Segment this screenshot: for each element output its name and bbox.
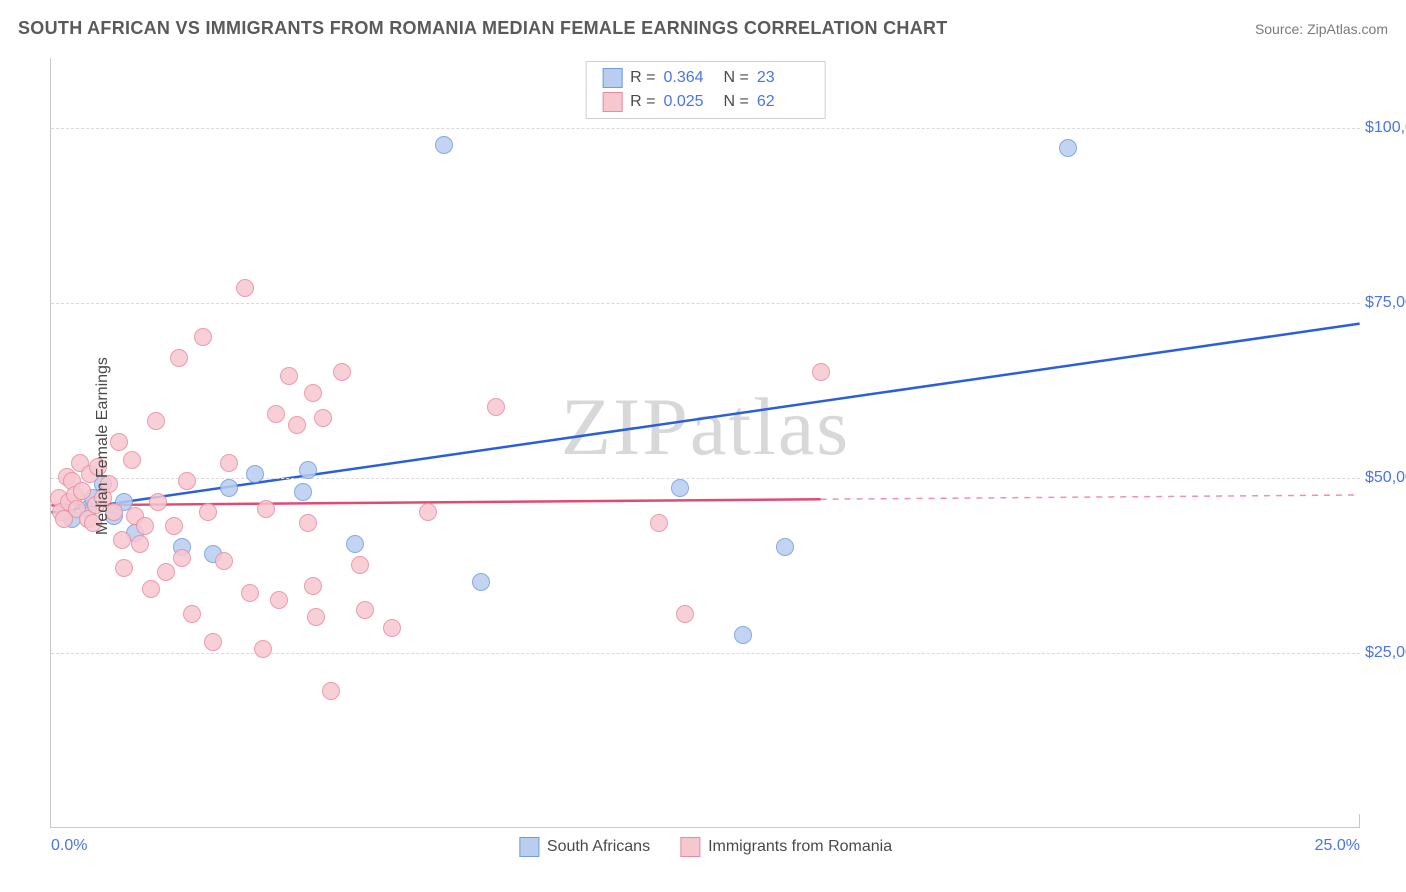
data-point	[131, 535, 149, 553]
data-point	[254, 640, 272, 658]
data-point	[650, 514, 668, 532]
x-tick-label: 25.0%	[1315, 837, 1360, 855]
regression-line-dashed	[821, 495, 1360, 499]
data-point	[776, 538, 794, 556]
legend-label: Immigrants from Romania	[708, 838, 892, 856]
data-point	[142, 580, 160, 598]
data-point	[220, 479, 238, 497]
data-point	[113, 531, 131, 549]
chart-title: SOUTH AFRICAN VS IMMIGRANTS FROM ROMANIA…	[18, 18, 948, 39]
data-point	[304, 384, 322, 402]
data-point	[734, 626, 752, 644]
regression-lines-layer	[51, 58, 1360, 827]
data-point	[812, 363, 830, 381]
legend-swatch	[519, 837, 539, 857]
y-axis-title: Median Female Earnings	[94, 357, 112, 535]
data-point	[270, 591, 288, 609]
data-point	[246, 465, 264, 483]
data-point	[170, 349, 188, 367]
data-point	[333, 363, 351, 381]
data-point	[419, 503, 437, 521]
grid-line	[51, 128, 1360, 129]
data-point	[110, 433, 128, 451]
data-point	[299, 514, 317, 532]
data-point	[280, 367, 298, 385]
legend-item: South Africans	[519, 837, 650, 857]
regression-line-solid	[51, 324, 1359, 513]
grid-line	[51, 303, 1360, 304]
data-point	[236, 279, 254, 297]
data-point	[676, 605, 694, 623]
data-point	[173, 549, 191, 567]
scatter-plot: ZIPatlas R =0.364N =23R =0.025N =62 Sout…	[50, 58, 1360, 828]
data-point	[299, 461, 317, 479]
data-point	[435, 136, 453, 154]
data-point	[383, 619, 401, 637]
data-point	[351, 556, 369, 574]
data-point	[472, 573, 490, 591]
data-point	[288, 416, 306, 434]
data-point	[267, 405, 285, 423]
data-point	[1059, 139, 1077, 157]
x-tick-label: 0.0%	[51, 837, 87, 855]
legend-label: South Africans	[547, 838, 650, 856]
y-tick-label: $50,000	[1365, 469, 1406, 487]
data-point	[322, 682, 340, 700]
data-point	[157, 563, 175, 581]
data-point	[147, 412, 165, 430]
data-point	[241, 584, 259, 602]
data-point	[220, 454, 238, 472]
data-point	[204, 633, 222, 651]
data-point	[346, 535, 364, 553]
data-point	[294, 483, 312, 501]
data-point	[199, 503, 217, 521]
y-tick-label: $100,000	[1365, 119, 1406, 137]
data-point	[304, 577, 322, 595]
data-point	[215, 552, 233, 570]
grid-line	[51, 653, 1360, 654]
legend-item: Immigrants from Romania	[680, 837, 892, 857]
data-point	[671, 479, 689, 497]
data-point	[257, 500, 275, 518]
y-tick-label: $75,000	[1365, 294, 1406, 312]
data-point	[314, 409, 332, 427]
data-point	[165, 517, 183, 535]
data-point	[356, 601, 374, 619]
data-point	[178, 472, 196, 490]
data-point	[123, 451, 141, 469]
data-point	[194, 328, 212, 346]
data-point	[115, 559, 133, 577]
data-point	[307, 608, 325, 626]
data-point	[487, 398, 505, 416]
data-point	[183, 605, 201, 623]
data-point	[136, 517, 154, 535]
source-label: Source: ZipAtlas.com	[1255, 21, 1388, 37]
y-tick-label: $25,000	[1365, 644, 1406, 662]
legend-swatch	[680, 837, 700, 857]
data-point	[149, 493, 167, 511]
series-legend: South Africans Immigrants from Romania	[519, 837, 892, 857]
